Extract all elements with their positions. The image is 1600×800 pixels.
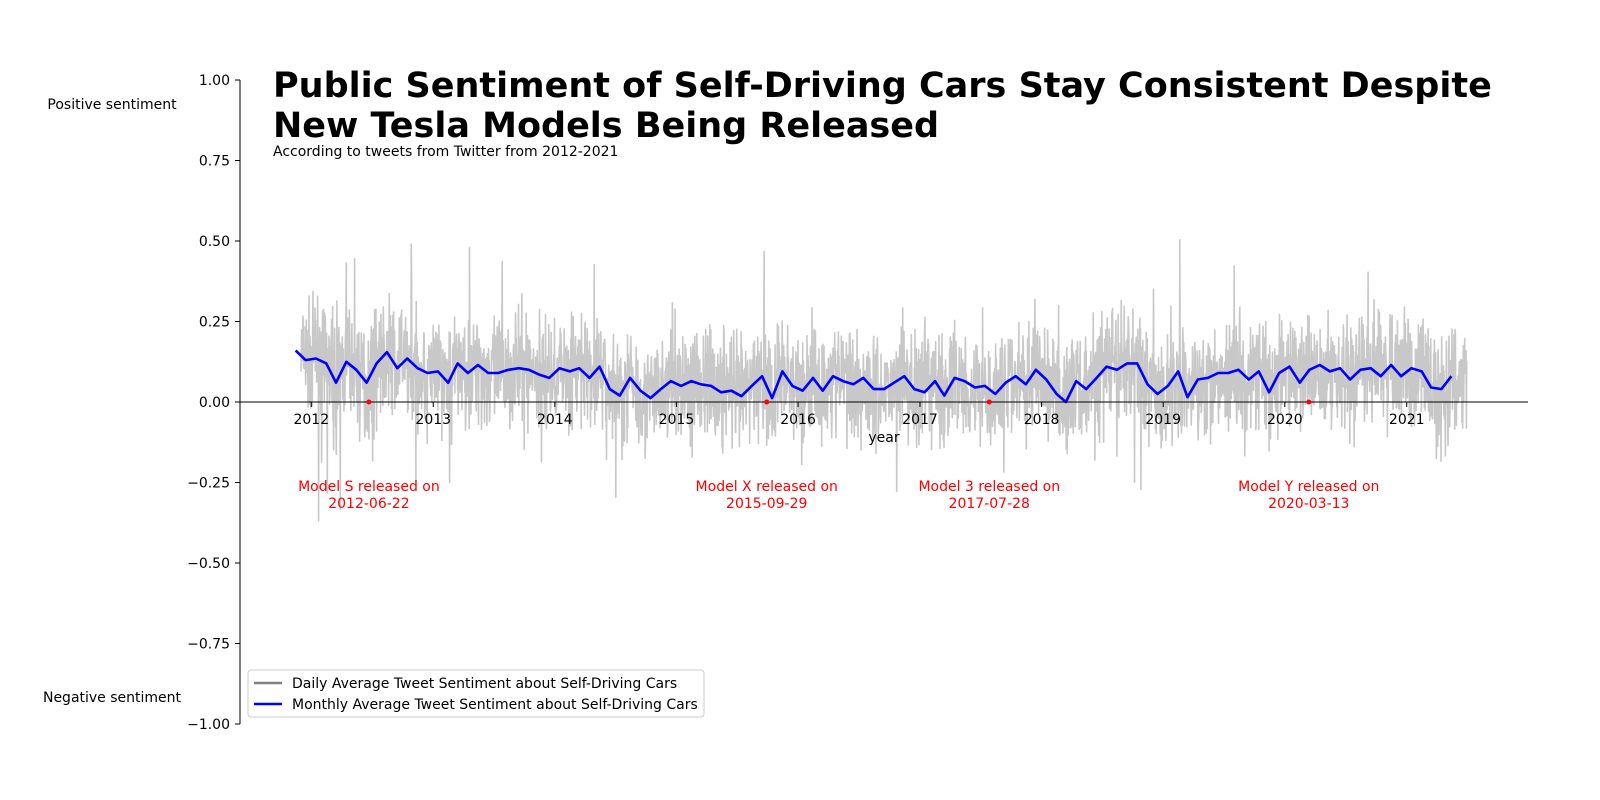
x-tick-label: 2016 xyxy=(780,412,816,428)
x-tick-label: 2012 xyxy=(293,412,329,428)
x-axis-ticks: 2012 2013 2014 2015 2016 2017 2018 2019 2020 2021 xyxy=(293,402,1425,428)
x-tick-label: 2020 xyxy=(1267,412,1303,428)
y-tick-label: −0.75 xyxy=(187,637,230,653)
legend: Daily Average Tweet Sentiment about Self… xyxy=(247,669,705,718)
release-label-line-2: 2017-07-28 xyxy=(949,496,1030,512)
release-label-line-2: 2020-03-13 xyxy=(1268,496,1349,512)
daily-series xyxy=(300,239,1468,522)
release-marker xyxy=(986,399,992,405)
y-tick-label: −0.25 xyxy=(187,476,230,492)
x-tick-label: 2021 xyxy=(1389,412,1425,428)
release-marker xyxy=(1306,399,1312,405)
y-tick-label: 0.25 xyxy=(199,315,230,331)
chart-title-line-2: New Tesla Models Being Released xyxy=(273,106,939,146)
legend-label-daily: Daily Average Tweet Sentiment about Self… xyxy=(292,676,677,692)
monthly-series xyxy=(294,349,1453,404)
monthly-sentiment-line xyxy=(294,349,1453,404)
release-marker xyxy=(764,399,770,405)
release-label-line-1: Model X released on xyxy=(696,479,838,495)
y-tick-label: 0.75 xyxy=(199,154,230,170)
y-label-positive: Positive sentiment xyxy=(47,97,177,113)
release-label-line-1: Model 3 released on xyxy=(918,479,1060,495)
legend-box xyxy=(247,669,705,718)
x-tick-label: 2015 xyxy=(659,412,695,428)
y-tick-label: −0.50 xyxy=(187,556,230,572)
y-tick-label: −1.00 xyxy=(187,717,230,733)
daily-sentiment-line xyxy=(300,239,1468,522)
chart-subtitle: According to tweets from Twitter from 20… xyxy=(273,144,618,160)
legend-label-monthly: Monthly Average Tweet Sentiment about Se… xyxy=(292,697,698,713)
y-tick-label: 0.00 xyxy=(199,395,230,411)
release-label-line-1: Model S released on xyxy=(298,479,440,495)
y-tick-label: 0.50 xyxy=(199,234,230,250)
x-tick-label: 2017 xyxy=(902,412,938,428)
chart-title-line-1: Public Sentiment of Self-Driving Cars St… xyxy=(273,66,1492,106)
release-label-line-2: 2015-09-29 xyxy=(726,496,807,512)
y-label-negative: Negative sentiment xyxy=(43,690,182,706)
x-tick-label: 2019 xyxy=(1145,412,1181,428)
x-tick-label: 2014 xyxy=(537,412,573,428)
y-axis-ticks: 1.00 0.75 0.50 0.25 0.00 −0.25 −0.50 −0.75 −1.00 xyxy=(187,73,240,733)
release-label-line-1: Model Y released on xyxy=(1238,479,1379,495)
x-tick-label: 2013 xyxy=(415,412,451,428)
release-marker xyxy=(366,399,372,405)
release-label-line-2: 2012-06-22 xyxy=(328,496,409,512)
y-tick-label: 1.00 xyxy=(199,73,230,89)
x-axis-label: year xyxy=(868,430,899,446)
x-tick-label: 2018 xyxy=(1024,412,1060,428)
